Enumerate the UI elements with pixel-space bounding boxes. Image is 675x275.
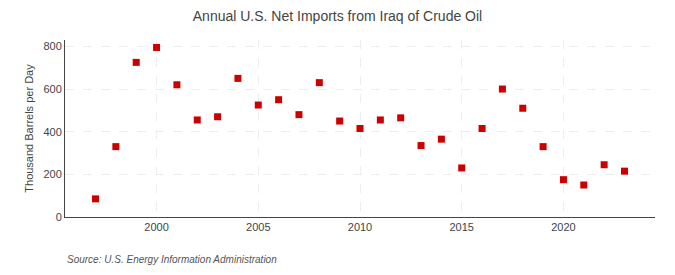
svg-text:200: 200 bbox=[43, 168, 61, 180]
svg-text:2015: 2015 bbox=[449, 221, 473, 233]
svg-text:2010: 2010 bbox=[348, 221, 372, 233]
svg-text:800: 800 bbox=[43, 40, 61, 52]
svg-text:2000: 2000 bbox=[144, 221, 168, 233]
svg-text:2005: 2005 bbox=[246, 221, 270, 233]
svg-text:Source: U.S. Energy Informatio: Source: U.S. Energy Information Administ… bbox=[67, 254, 277, 265]
svg-text:Annual U.S. Net Imports from I: Annual U.S. Net Imports from Iraq of Cru… bbox=[193, 8, 482, 24]
svg-text:0: 0 bbox=[56, 211, 62, 223]
svg-text:Thousand Barrels per Day: Thousand Barrels per Day bbox=[23, 64, 35, 193]
svg-text:400: 400 bbox=[43, 126, 61, 138]
svg-text:2020: 2020 bbox=[551, 221, 575, 233]
svg-text:600: 600 bbox=[43, 83, 61, 95]
